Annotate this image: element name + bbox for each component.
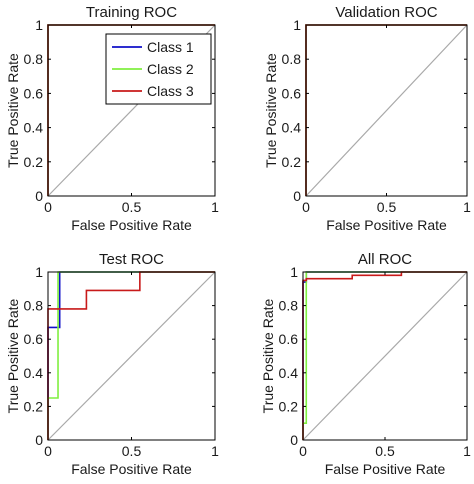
y-tick-label: 0.6 [282, 85, 302, 101]
chart-title: Validation ROC [335, 4, 437, 21]
panel-2: 0 0.5 1 0 0.2 0.4 0.6 0.8 1 Validation ROC False P… [263, 4, 471, 233]
y-axis-label: True Positive Rate [5, 298, 21, 413]
y-tick-label: 0.4 [279, 365, 299, 381]
legend-label-class-1: Class 1 [147, 39, 194, 55]
x-axis-label: False Positive Rate [71, 461, 192, 477]
x-axis-label: False Positive Rate [71, 217, 192, 233]
y-tick-label: 1 [35, 17, 43, 33]
y-tick-label: 0.8 [24, 51, 44, 67]
x-tick-label: 0.5 [377, 199, 397, 215]
x-axis-label: False Positive Rate [326, 217, 447, 233]
y-axis-label: True Positive Rate [263, 53, 279, 168]
chart-title: Training ROC [86, 4, 177, 21]
x-tick-label: 1 [211, 199, 219, 215]
y-tick-label: 0.2 [24, 398, 44, 414]
chart-title: All ROC [358, 251, 412, 268]
x-tick-label: 0.5 [122, 443, 142, 459]
y-tick-label: 0 [35, 432, 43, 448]
y-tick-label: 0 [290, 432, 298, 448]
legend: Class 1 Class 2 Class 3 [105, 33, 212, 105]
y-tick-label: 0.2 [282, 154, 302, 170]
panel-4: 0 0.5 1 0 0.2 0.4 0.6 0.8 1 All ROC False Positive… [260, 251, 471, 477]
panel-3: 0 0.5 1 0 0.2 0.4 0.6 0.8 1 Test ROC False Positiv… [5, 251, 219, 477]
y-tick-label: 0.8 [282, 51, 302, 67]
y-axis-label: True Positive Rate [5, 53, 21, 168]
y-tick-label: 0.4 [24, 120, 44, 136]
y-axis-label: True Positive Rate [260, 298, 276, 413]
y-tick-label: 1 [290, 264, 298, 280]
panel-1: 0 0.5 1 0 0.2 0.4 0.6 0.8 1 Training ROC False Pos… [5, 4, 219, 233]
y-tick-label: 0 [35, 188, 43, 204]
roc-curve-class-3 [302, 271, 467, 440]
chart-title: Test ROC [99, 251, 164, 268]
x-tick-label: 1 [463, 443, 471, 459]
y-tick-label: 1 [293, 17, 301, 33]
legend-label-class-3: Class 3 [147, 83, 194, 99]
x-tick-label: 1 [463, 199, 471, 215]
x-tick-label: 0 [44, 199, 52, 215]
legend-label-class-2: Class 2 [147, 61, 194, 77]
y-tick-label: 0.2 [279, 398, 299, 414]
y-tick-label: 0 [293, 188, 301, 204]
y-tick-label: 0.8 [279, 298, 299, 314]
x-tick-label: 0.5 [375, 443, 395, 459]
x-tick-label: 0.5 [122, 199, 142, 215]
y-tick-label: 0.4 [282, 120, 302, 136]
x-tick-label: 1 [211, 443, 219, 459]
y-tick-label: 0.8 [24, 298, 44, 314]
diagonal-reference-line [305, 24, 468, 197]
x-tick-label: 0 [299, 443, 307, 459]
x-tick-label: 0 [302, 199, 310, 215]
y-tick-label: 0.6 [279, 331, 299, 347]
y-tick-label: 0.6 [24, 331, 44, 347]
diagonal-reference-line [47, 271, 216, 441]
x-axis-label: False Positive Rate [325, 461, 446, 477]
roc-curve-class-3 [47, 271, 215, 440]
x-tick-label: 0 [44, 443, 52, 459]
y-tick-label: 0.2 [24, 154, 44, 170]
y-tick-label: 1 [35, 264, 43, 280]
y-tick-label: 0.6 [24, 85, 44, 101]
y-tick-label: 0.4 [24, 365, 44, 381]
diagonal-reference-line [302, 271, 468, 441]
